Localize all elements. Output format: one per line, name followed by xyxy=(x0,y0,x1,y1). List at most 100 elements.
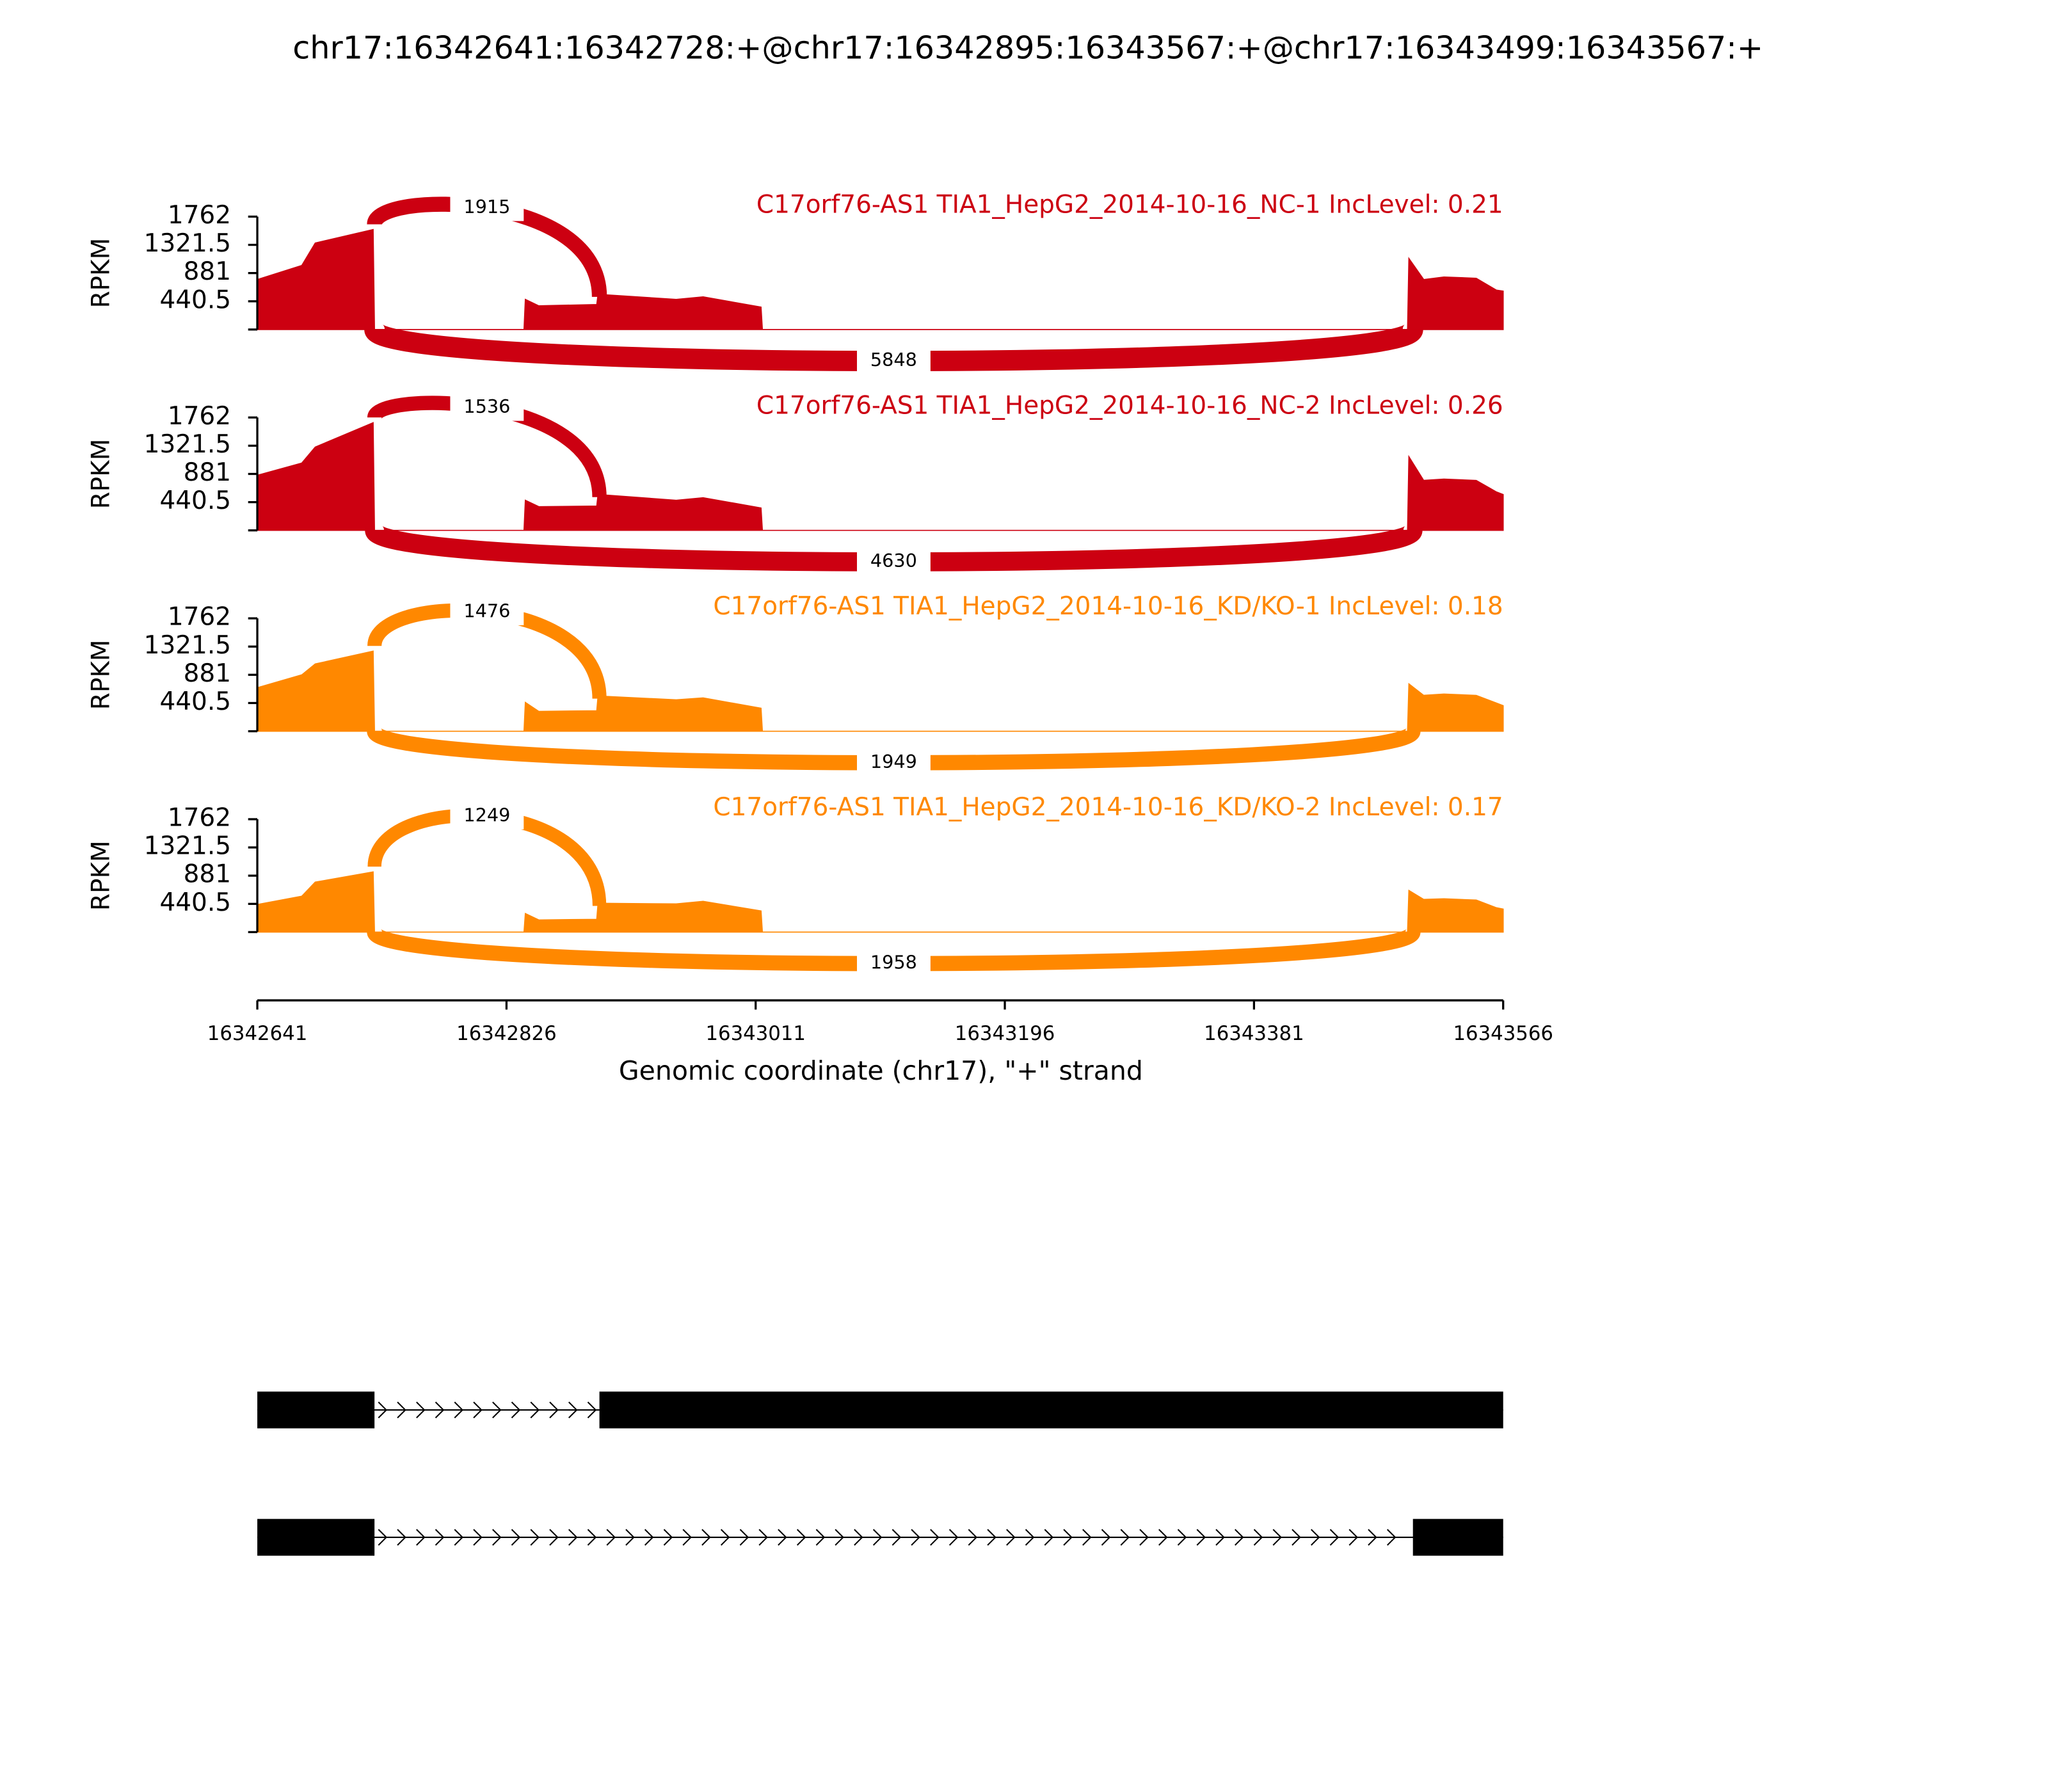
strand-chevron xyxy=(473,1529,483,1546)
y-axis-label: RPKM xyxy=(87,238,116,308)
strand-chevron xyxy=(1101,1529,1111,1546)
y-tick-label: 1762 xyxy=(168,603,231,632)
y-tick-label: 440.5 xyxy=(159,888,231,917)
coverage-area xyxy=(257,650,1504,732)
arc-label-box xyxy=(856,348,931,374)
y-tick-label: 1321.5 xyxy=(144,430,231,459)
panel-label: C17orf76-AS1 TIA1_HepG2_2014-10-16_NC-1 … xyxy=(756,191,1503,220)
strand-chevron xyxy=(625,1529,635,1546)
strand-chevron xyxy=(1348,1529,1358,1546)
strand-chevron xyxy=(606,1529,616,1546)
arc-label-box xyxy=(856,749,931,776)
strand-chevron xyxy=(454,1402,464,1419)
junction-count: 1958 xyxy=(870,952,917,973)
junction-count: 4630 xyxy=(870,550,917,572)
strand-chevron xyxy=(511,1402,521,1419)
exon xyxy=(257,1391,375,1428)
exon xyxy=(257,1519,375,1556)
coverage-area xyxy=(257,228,1504,330)
coverage-area xyxy=(257,422,1504,531)
strand-chevron xyxy=(435,1402,445,1419)
junction-count: 1476 xyxy=(463,600,510,621)
strand-chevron xyxy=(492,1402,502,1419)
strand-chevron xyxy=(1006,1529,1016,1546)
arc-label-box xyxy=(450,803,524,829)
strand-chevron xyxy=(378,1529,388,1546)
y-tick-label: 1762 xyxy=(168,804,231,833)
strand-chevron xyxy=(1025,1529,1035,1546)
strand-chevron xyxy=(720,1529,730,1546)
strand-chevron xyxy=(739,1529,749,1546)
x-tick-label: 16343566 xyxy=(1453,1022,1553,1045)
arc-label-box xyxy=(856,950,931,977)
strand-chevron xyxy=(701,1529,711,1546)
strand-chevron xyxy=(587,1402,597,1419)
junction-count: 1536 xyxy=(463,396,510,417)
strand-chevron xyxy=(511,1529,521,1546)
y-tick-label: 1321.5 xyxy=(144,832,231,861)
y-tick-label: 1762 xyxy=(168,402,231,431)
strand-chevron xyxy=(948,1529,959,1546)
strand-chevron xyxy=(911,1529,920,1546)
exon xyxy=(599,1391,1503,1428)
coverage-area xyxy=(257,871,1504,933)
strand-chevron xyxy=(778,1529,787,1546)
strand-chevron xyxy=(930,1529,940,1546)
strand-chevron xyxy=(644,1529,654,1546)
strand-chevron xyxy=(1082,1529,1092,1546)
x-axis-label: Genomic coordinate (chr17), "+" strand xyxy=(619,1055,1143,1086)
strand-chevron xyxy=(435,1529,445,1546)
strand-chevron xyxy=(1253,1529,1263,1546)
strand-chevron xyxy=(1386,1529,1396,1546)
junction-count: 1949 xyxy=(870,751,917,772)
chart-title: chr17:16342641:16342728:+@chr17:16342895… xyxy=(292,29,1763,66)
strand-chevron xyxy=(416,1402,426,1419)
strand-chevron xyxy=(416,1529,426,1546)
strand-chevron xyxy=(378,1402,388,1419)
x-tick-label: 16342641 xyxy=(207,1022,308,1045)
y-tick-label: 440.5 xyxy=(159,486,231,515)
junction-count: 5848 xyxy=(870,349,917,371)
exon xyxy=(1412,1519,1503,1556)
strand-chevron xyxy=(835,1529,844,1546)
strand-chevron xyxy=(1196,1529,1206,1546)
y-tick-label: 1321.5 xyxy=(144,229,231,258)
strand-chevron xyxy=(568,1402,578,1419)
strand-chevron xyxy=(1368,1529,1377,1546)
strand-chevron xyxy=(1215,1529,1225,1546)
y-axis-label: RPKM xyxy=(87,439,116,509)
strand-chevron xyxy=(1235,1529,1244,1546)
strand-chevron xyxy=(549,1402,559,1419)
panel-label: C17orf76-AS1 TIA1_HepG2_2014-10-16_KD/KO… xyxy=(713,793,1503,822)
strand-chevron xyxy=(1177,1529,1187,1546)
strand-chevron xyxy=(397,1529,406,1546)
y-axis-label: RPKM xyxy=(87,840,116,911)
strand-chevron xyxy=(1272,1529,1283,1546)
arc-label-box xyxy=(450,598,524,625)
strand-chevron xyxy=(892,1529,902,1546)
arc-label-box xyxy=(450,195,524,221)
y-tick-label: 881 xyxy=(184,458,231,487)
strand-chevron xyxy=(758,1529,768,1546)
panel-label: C17orf76-AS1 TIA1_HepG2_2014-10-16_NC-2 … xyxy=(756,391,1503,420)
y-axis-label: RPKM xyxy=(86,639,115,710)
x-tick-label: 16343011 xyxy=(705,1022,806,1045)
strand-chevron xyxy=(854,1529,863,1546)
strand-chevron xyxy=(587,1529,597,1546)
strand-chevron xyxy=(796,1529,806,1546)
strand-chevron xyxy=(568,1529,578,1546)
y-tick-label: 881 xyxy=(184,257,231,286)
x-tick-label: 16342826 xyxy=(456,1022,557,1045)
arc-label-box xyxy=(450,394,524,421)
strand-chevron xyxy=(549,1529,559,1546)
strand-chevron xyxy=(1139,1529,1149,1546)
x-tick-label: 16343381 xyxy=(1204,1022,1304,1045)
strand-chevron xyxy=(1158,1529,1168,1546)
strand-chevron xyxy=(1044,1529,1054,1546)
panel-label: C17orf76-AS1 TIA1_HepG2_2014-10-16_KD/KO… xyxy=(713,592,1503,621)
strand-chevron xyxy=(872,1529,883,1546)
arc-label-box xyxy=(856,548,931,575)
strand-chevron xyxy=(987,1529,996,1546)
strand-chevron xyxy=(1311,1529,1320,1546)
strand-chevron xyxy=(454,1529,464,1546)
